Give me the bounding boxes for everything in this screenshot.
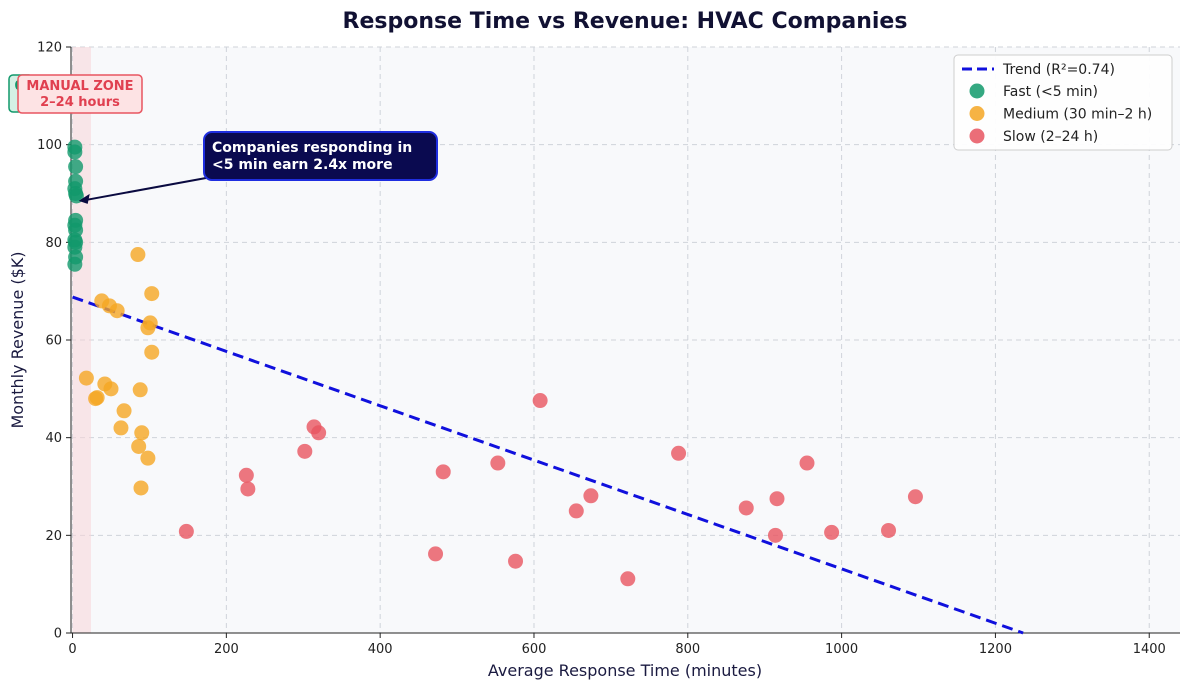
data-point [799, 455, 815, 471]
data-point [767, 527, 783, 543]
legend-box [953, 54, 1173, 151]
callout-arrow-head [78, 193, 90, 204]
callout-text-line1: Companies responding in [212, 140, 412, 156]
trend-line [72, 295, 1024, 635]
data-point [130, 247, 146, 263]
x-tick-label: 1200 [979, 642, 1012, 657]
data-point [824, 524, 840, 540]
y-tick-label: 0 [54, 627, 62, 642]
data-point [140, 450, 156, 466]
data-point [78, 370, 94, 386]
y-tick-label: 100 [37, 138, 62, 153]
x-tick-label: 800 [675, 642, 700, 657]
data-point [103, 381, 119, 397]
manual-zone-shade [72, 47, 91, 633]
legend-swatch [969, 106, 985, 121]
data-point [490, 455, 506, 471]
legend-label: Medium (30 min–2 h) [1003, 107, 1152, 123]
legend: Trend (R²=0.74) Fast (<5 min) Medium (30 m… [953, 54, 1173, 151]
data-point [113, 420, 129, 436]
chart-title: Response Time vs Revenue: HVAC Companies [343, 9, 908, 34]
axes: 0 200 400 600 800 1000 1200 1400 0 20 40 60 80 100 120 [37, 41, 1180, 657]
manual-zone-label-line2: 2–24 hours [40, 95, 120, 110]
y-tick-label: 20 [45, 529, 62, 544]
data-point [435, 464, 451, 480]
data-point [116, 403, 132, 419]
data-point [89, 390, 105, 406]
data-point [67, 144, 83, 160]
data-point [68, 188, 84, 204]
data-point [178, 523, 194, 539]
trend-line-group [72, 295, 1024, 635]
x-tick-label: 600 [522, 642, 547, 657]
legend-swatch [969, 128, 985, 144]
data-point [568, 503, 584, 519]
legend-label: Slow (2–24 h) [1003, 129, 1098, 145]
data-point [532, 393, 548, 409]
callout-box [203, 131, 438, 181]
data-point [238, 467, 254, 483]
data-point [508, 553, 524, 569]
data-points [67, 88, 923, 587]
data-point [144, 344, 160, 360]
data-point [109, 303, 125, 319]
data-point [671, 445, 687, 461]
legend-label-trend: Trend (R²=0.74) [1002, 62, 1115, 78]
x-tick-label: 400 [368, 642, 393, 657]
callout-arrow-line [86, 177, 207, 201]
legend-swatch [969, 83, 985, 99]
data-point [68, 159, 84, 175]
x-tick-label: 1000 [825, 642, 858, 657]
callout-text-line2: <5 min earn 2.4x more [212, 157, 393, 173]
data-point [131, 438, 147, 454]
manual-zone-label-line1: MANUAL ZONE [26, 79, 133, 94]
legend-label: Fast (<5 min) [1003, 84, 1098, 100]
data-point [67, 256, 83, 272]
data-point [311, 425, 327, 441]
data-point [620, 571, 636, 587]
data-point [907, 489, 923, 505]
data-point [428, 546, 444, 562]
data-point [140, 320, 156, 336]
manual-zone-band [72, 47, 91, 633]
y-tick-label: 120 [37, 41, 62, 56]
data-point [881, 522, 897, 538]
x-tick-label: 0 [68, 642, 76, 657]
data-point [144, 286, 160, 302]
data-point [738, 500, 754, 516]
y-tick-label: 80 [45, 236, 62, 251]
data-point [132, 382, 148, 398]
data-point [134, 425, 150, 441]
x-tick-label: 200 [214, 642, 239, 657]
x-axis-title: Average Response Time (minutes) [488, 661, 762, 680]
y-tick-label: 40 [45, 431, 62, 446]
manual-zone-box [17, 74, 143, 114]
y-axis-title: Monthly Revenue ($K) [8, 251, 27, 428]
data-point [297, 443, 313, 459]
x-tick-label: 1400 [1133, 642, 1166, 657]
data-point [583, 488, 599, 504]
y-tick-label: 60 [45, 334, 62, 349]
data-point [769, 491, 785, 507]
data-point [240, 481, 256, 497]
data-point [133, 480, 149, 496]
